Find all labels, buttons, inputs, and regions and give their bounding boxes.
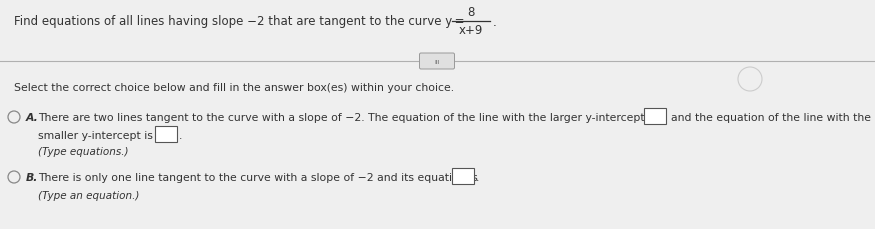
Text: and the equation of the line with the: and the equation of the line with the	[671, 112, 871, 123]
Text: There are two lines tangent to the curve with a slope of −2. The equation of the: There are two lines tangent to the curve…	[38, 112, 657, 123]
Text: x+9: x+9	[458, 25, 483, 37]
Text: .: .	[476, 172, 480, 182]
Text: III: III	[434, 59, 440, 64]
Text: Select the correct choice below and fill in the answer box(es) within your choic: Select the correct choice below and fill…	[14, 83, 454, 93]
FancyBboxPatch shape	[452, 168, 474, 184]
Text: .: .	[179, 131, 182, 140]
Text: There is only one line tangent to the curve with a slope of −2 and its equation : There is only one line tangent to the cu…	[38, 172, 478, 182]
FancyBboxPatch shape	[419, 54, 454, 70]
FancyBboxPatch shape	[155, 126, 177, 142]
Text: 8: 8	[467, 6, 475, 19]
Text: (Type an equation.): (Type an equation.)	[38, 190, 139, 200]
Text: B.: B.	[26, 172, 38, 182]
Text: Find equations of all lines having slope −2 that are tangent to the curve y =: Find equations of all lines having slope…	[14, 15, 467, 28]
Text: smaller y-intercept is: smaller y-intercept is	[38, 131, 153, 140]
Text: A.: A.	[26, 112, 38, 123]
FancyBboxPatch shape	[644, 109, 666, 124]
Text: .: .	[493, 15, 497, 28]
Text: (Type equations.): (Type equations.)	[38, 146, 129, 156]
